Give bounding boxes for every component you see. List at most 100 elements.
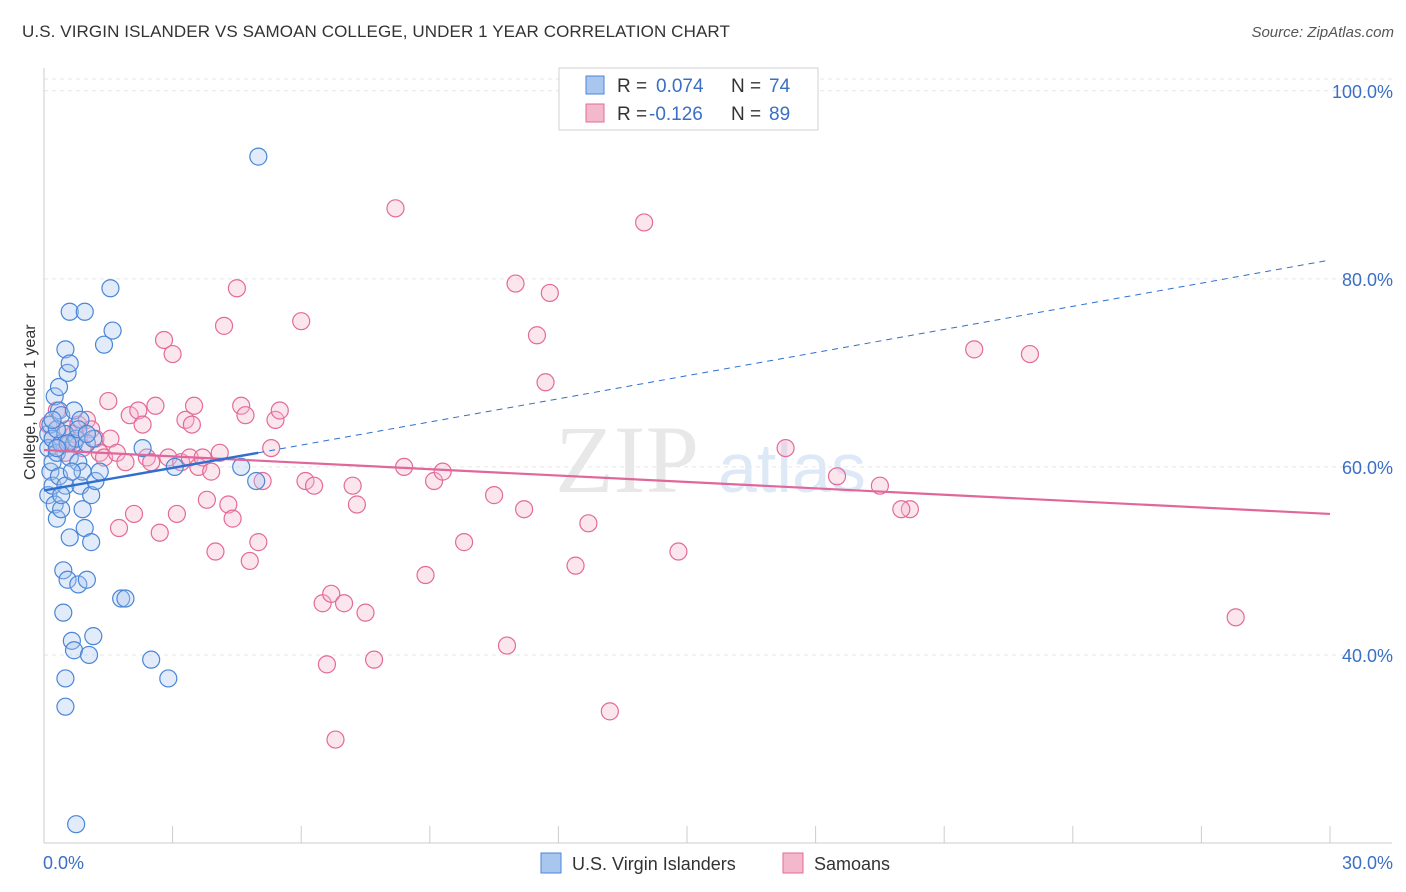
samoans-point	[99, 391, 118, 411]
samoans-point	[317, 655, 337, 674]
samoans-point	[116, 453, 135, 472]
samoans-point	[296, 471, 315, 491]
samoans-point	[227, 279, 246, 298]
samoans-point	[600, 702, 619, 721]
samoans-point	[210, 443, 229, 462]
samoans-point	[249, 533, 268, 552]
samoans-point	[266, 410, 285, 429]
legend-swatch-pink	[585, 103, 605, 123]
samoans-point	[150, 523, 169, 542]
samoans-point	[386, 199, 405, 218]
samoans-point	[202, 462, 221, 481]
virgin-islanders-point	[103, 321, 122, 340]
y-tick-label-40: 40.0%	[1342, 646, 1393, 666]
x-tick-label-min: 0.0%	[43, 853, 84, 873]
samoans-point	[485, 486, 504, 505]
virgin-islanders-point	[69, 575, 88, 594]
virgin-islanders-point	[54, 603, 73, 622]
x-ticks	[43, 826, 1331, 843]
virgin-islanders-point	[64, 641, 84, 660]
samoans-point	[892, 500, 911, 519]
bottom-legend-swatch-blue	[540, 852, 562, 874]
samoans-point	[292, 312, 311, 331]
virgin-islanders-point	[101, 279, 120, 298]
chart-source: Source: ZipAtlas.com	[1251, 24, 1394, 41]
watermark-atlas: atlas	[718, 429, 866, 507]
virgin-islanders-point	[82, 486, 101, 505]
bottom-legend-label-1: U.S. Virgin Islanders	[572, 854, 736, 874]
bottom-legend-swatch-pink	[782, 852, 804, 874]
samoans-point	[536, 373, 555, 392]
virgin-islanders-point	[142, 650, 161, 669]
legend-n-value-1: 74	[769, 76, 791, 97]
virgin-islanders-point	[60, 302, 79, 321]
x-tick-label-max: 30.0%	[1342, 853, 1393, 873]
samoans-point	[262, 438, 281, 458]
samoans-point	[870, 476, 890, 495]
virgin-islanders-point	[94, 335, 114, 354]
samoans-point	[163, 344, 182, 364]
virgin-islanders-point	[82, 533, 101, 552]
legend-r-value-2: -0.126	[649, 104, 703, 125]
samoans-point	[236, 406, 255, 425]
samoans-point	[322, 584, 341, 603]
legend: R = 0.074 N = 74 R = -0.126 N = 89	[558, 67, 819, 131]
samoans-point	[515, 500, 534, 519]
samoans-point	[579, 514, 598, 533]
samoans-point	[326, 730, 345, 749]
samoans-point	[206, 542, 225, 561]
samoans-point	[133, 415, 152, 434]
virgin-islanders-point	[247, 471, 266, 491]
virgin-islanders-point	[69, 420, 88, 439]
y-tick-label-80: 80.0%	[1342, 270, 1393, 290]
virgin-islanders-point	[64, 401, 84, 420]
samoans-point	[540, 283, 559, 303]
samoans-point	[1226, 608, 1245, 627]
samoans-point	[334, 594, 354, 613]
virgin-islanders-point	[84, 627, 103, 646]
virgin-islanders-point	[116, 589, 135, 608]
samoans-point	[669, 542, 688, 561]
samoans-point	[270, 401, 289, 420]
y-tick-labels: 40.0% 60.0% 80.0% 100.0%	[1332, 82, 1393, 666]
samoans-point	[146, 396, 165, 415]
virgin-islanders-point	[69, 453, 88, 472]
samoans-point	[454, 533, 474, 552]
samoans-point	[184, 396, 204, 415]
virgin-islanders-point	[47, 420, 66, 439]
samoans-point	[433, 462, 452, 481]
samoans-point	[124, 504, 144, 524]
samoans-point	[497, 636, 517, 655]
y-tick-label-60: 60.0%	[1342, 458, 1393, 478]
virgin-islanders-point	[77, 570, 96, 589]
virgin-islanders-points	[39, 147, 268, 834]
samoans-point	[154, 330, 174, 350]
virgin-islanders-point	[73, 500, 92, 519]
virgin-islanders-trend-line	[43, 451, 259, 492]
virgin-islanders-point	[249, 147, 268, 166]
samoans-point	[827, 467, 847, 486]
virgin-islanders-point	[159, 669, 178, 688]
legend-r-label-2: R =	[617, 104, 647, 125]
samoans-point	[232, 396, 251, 415]
samoans-point	[129, 401, 148, 420]
samoans-point	[356, 603, 375, 622]
legend-n-label-2: N =	[731, 104, 761, 125]
virgin-islanders-point	[39, 486, 58, 505]
samoans-point	[635, 213, 654, 232]
samoans-point	[776, 438, 795, 458]
virgin-islanders-point	[43, 410, 62, 429]
virgin-islanders-point	[90, 462, 109, 481]
virgin-islanders-point	[60, 448, 79, 467]
legend-n-value-2: 89	[769, 104, 790, 125]
legend-r-label-1: R =	[617, 76, 647, 97]
virgin-islanders-point	[47, 509, 66, 528]
bottom-legend-label-2: Samoans	[814, 854, 890, 874]
samoans-trend-line	[43, 448, 1331, 516]
samoans-point	[506, 274, 525, 293]
samoans-point	[566, 556, 585, 575]
samoans-point	[167, 504, 186, 524]
samoans-point	[343, 476, 362, 495]
virgin-islanders-trend-extension	[258, 259, 1331, 454]
